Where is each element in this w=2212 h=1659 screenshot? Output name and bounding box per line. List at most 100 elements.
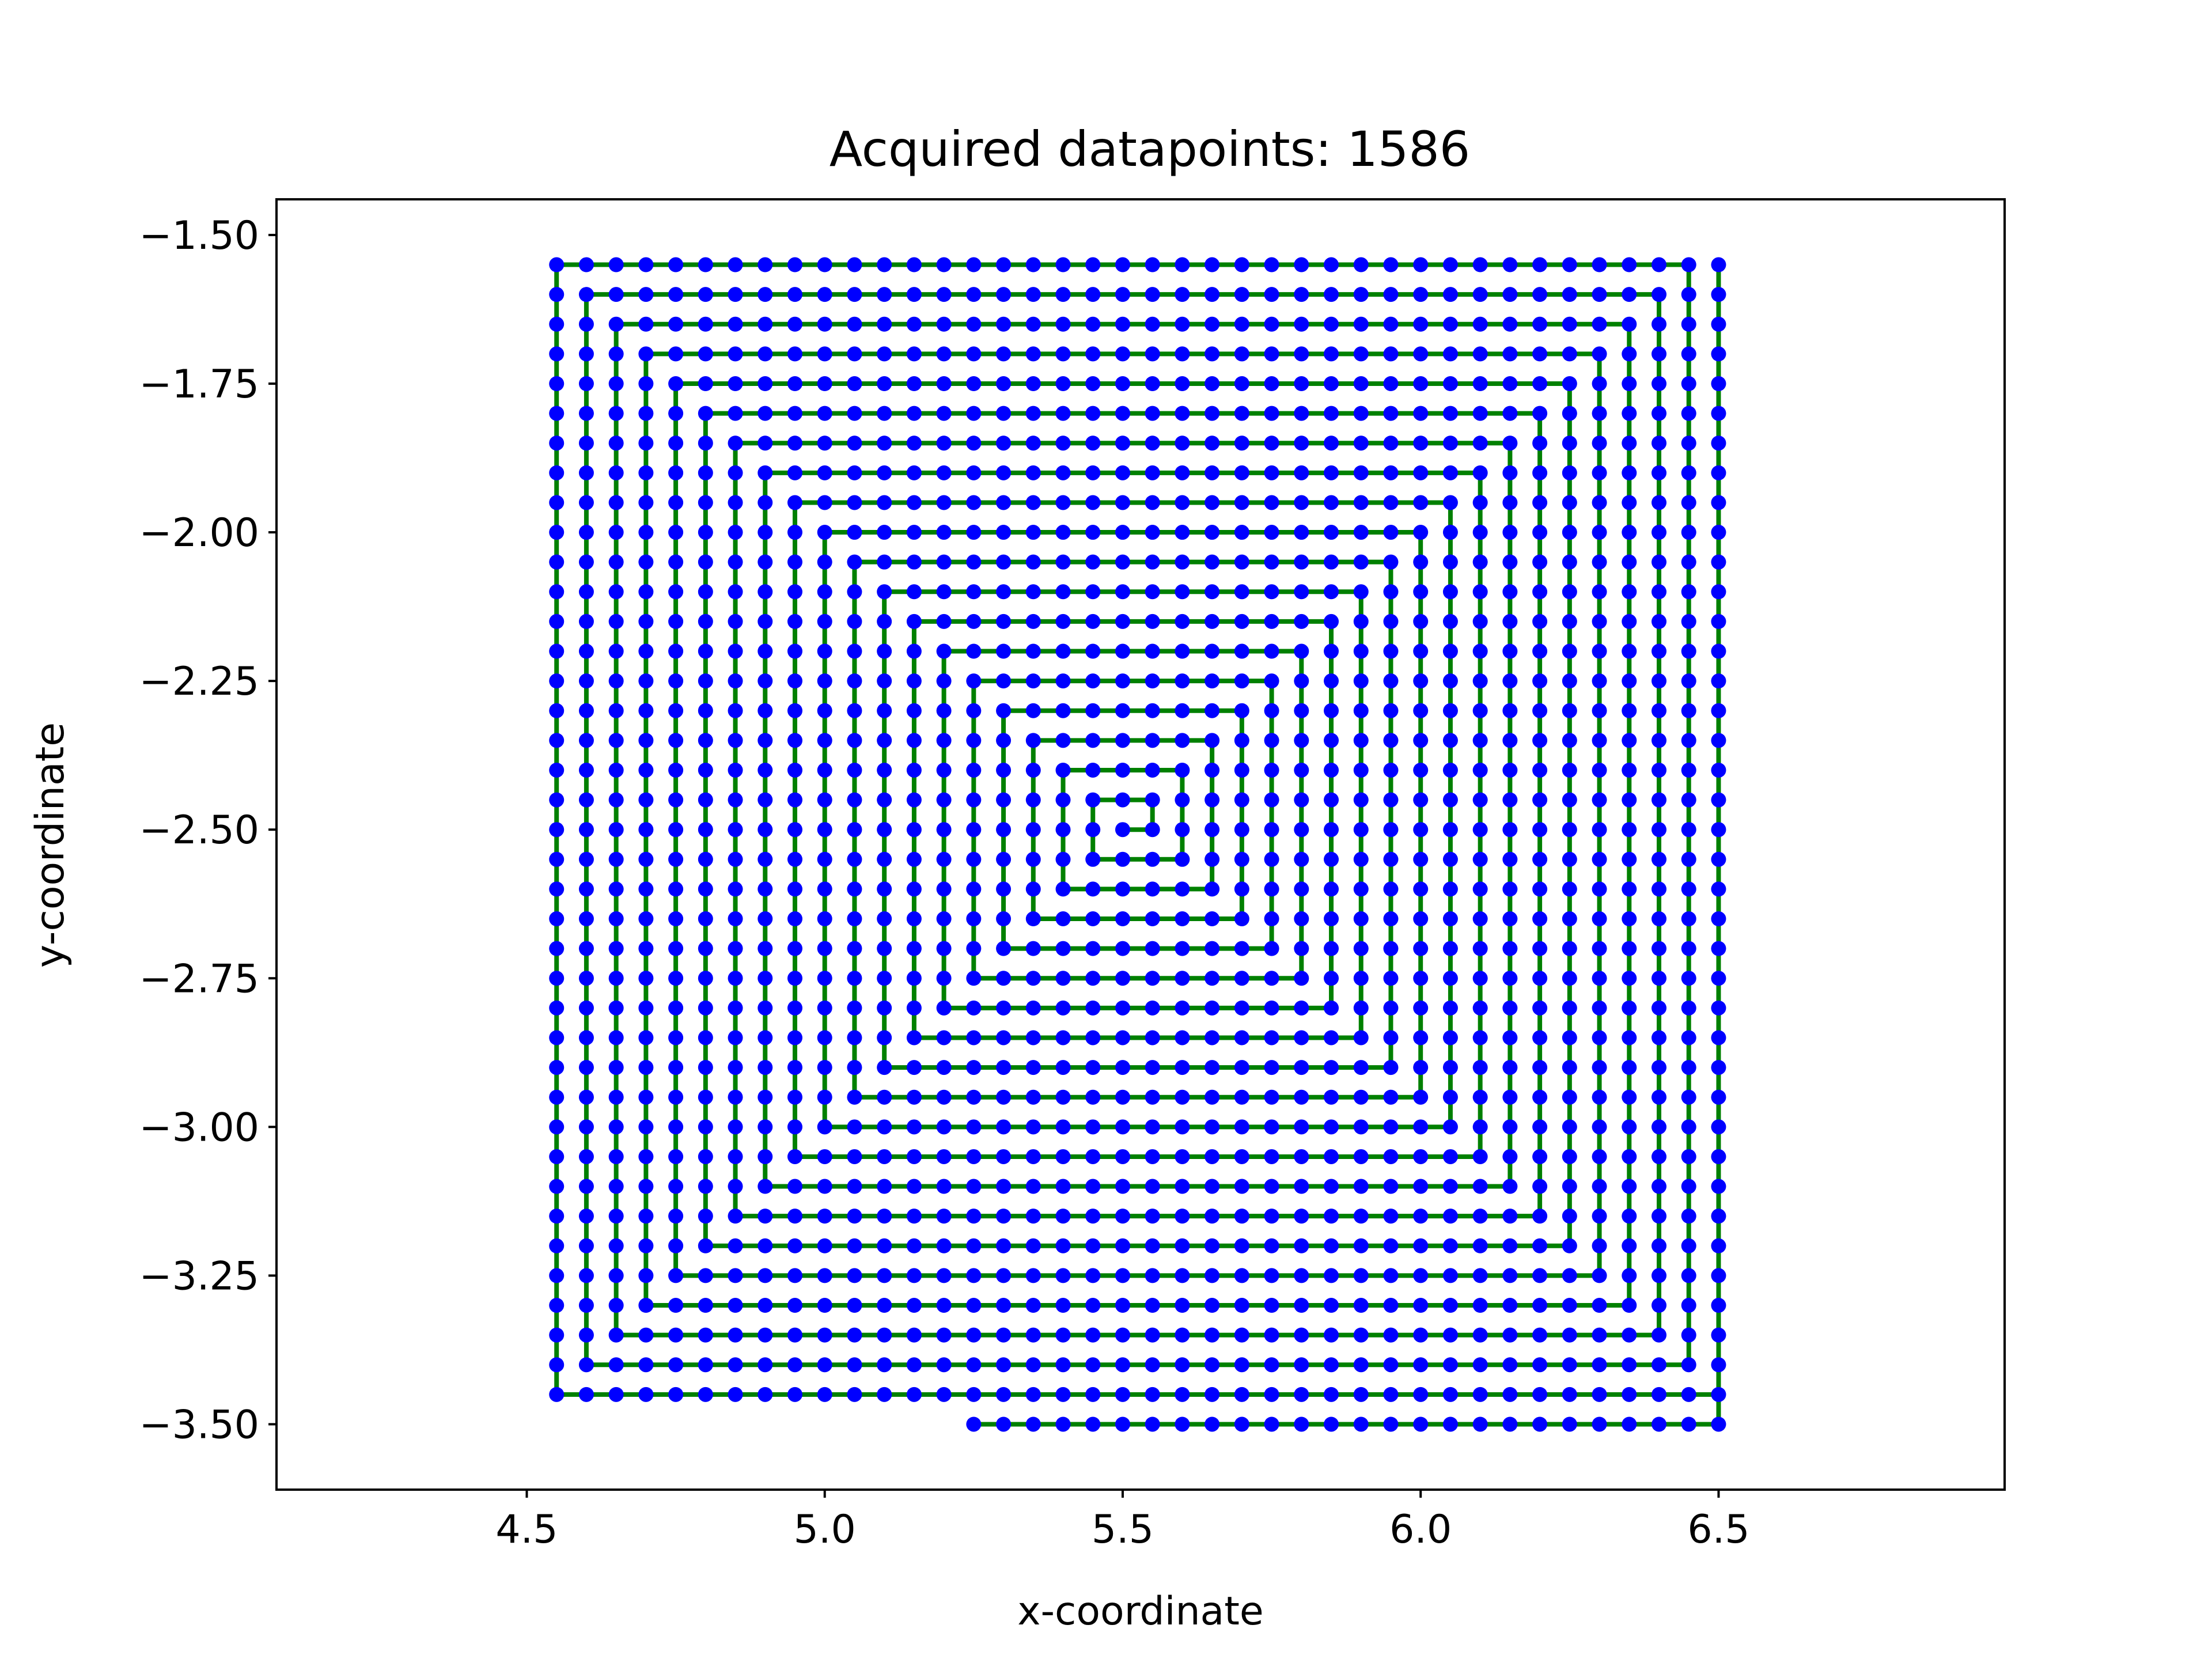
datapoint-marker bbox=[1472, 762, 1488, 778]
datapoint-marker bbox=[757, 643, 773, 659]
datapoint-marker bbox=[817, 316, 832, 332]
datapoint-marker bbox=[549, 257, 565, 272]
datapoint-marker bbox=[1115, 525, 1130, 540]
datapoint-marker bbox=[1562, 1387, 1577, 1402]
datapoint-marker bbox=[1025, 1357, 1041, 1373]
datapoint-marker bbox=[1383, 406, 1399, 421]
datapoint-marker bbox=[1324, 762, 1339, 778]
datapoint-marker bbox=[787, 1179, 802, 1194]
datapoint-marker bbox=[877, 406, 892, 421]
y-axis: −1.50−1.75−2.00−2.25−2.50−2.75−3.00−3.25… bbox=[139, 213, 276, 1448]
datapoint-marker bbox=[668, 1209, 684, 1224]
datapoint-marker bbox=[1652, 851, 1666, 867]
datapoint-marker bbox=[1383, 584, 1399, 600]
datapoint-marker bbox=[1562, 1060, 1577, 1075]
datapoint-marker bbox=[1592, 971, 1607, 986]
datapoint-marker bbox=[847, 1387, 862, 1402]
datapoint-marker bbox=[1025, 673, 1041, 689]
datapoint-marker bbox=[1055, 673, 1071, 689]
datapoint-marker bbox=[698, 851, 713, 867]
datapoint-marker bbox=[608, 822, 624, 838]
datapoint-marker bbox=[1085, 1268, 1101, 1283]
datapoint-marker bbox=[1502, 733, 1518, 748]
datapoint-marker bbox=[817, 703, 832, 718]
datapoint-marker bbox=[1145, 1000, 1160, 1016]
datapoint-marker bbox=[1442, 1416, 1458, 1432]
datapoint-marker bbox=[757, 495, 773, 510]
datapoint-marker bbox=[728, 525, 743, 540]
datapoint-marker bbox=[1175, 376, 1190, 391]
datapoint-marker bbox=[1025, 613, 1041, 629]
datapoint-marker bbox=[1264, 316, 1279, 332]
datapoint-marker bbox=[936, 971, 952, 986]
datapoint-marker bbox=[1562, 1149, 1577, 1164]
datapoint-marker bbox=[877, 1119, 892, 1135]
datapoint-marker bbox=[757, 1298, 773, 1313]
datapoint-marker bbox=[1562, 554, 1577, 570]
datapoint-marker bbox=[787, 881, 802, 897]
datapoint-marker bbox=[1205, 851, 1220, 867]
datapoint-marker bbox=[757, 762, 773, 778]
datapoint-marker bbox=[1562, 1119, 1577, 1135]
datapoint-marker bbox=[1502, 1149, 1518, 1164]
datapoint-marker bbox=[936, 287, 952, 302]
datapoint-marker bbox=[1085, 1238, 1101, 1253]
datapoint-marker bbox=[1413, 1179, 1429, 1194]
datapoint-marker bbox=[1145, 792, 1160, 808]
datapoint-marker bbox=[1472, 1030, 1488, 1046]
datapoint-marker bbox=[668, 613, 684, 629]
datapoint-marker bbox=[1055, 1387, 1071, 1402]
datapoint-marker bbox=[787, 1238, 802, 1253]
datapoint-marker bbox=[996, 1030, 1012, 1046]
datapoint-marker bbox=[1652, 911, 1666, 927]
datapoint-marker bbox=[1413, 1357, 1429, 1373]
datapoint-marker bbox=[608, 465, 624, 480]
datapoint-marker bbox=[877, 703, 892, 718]
datapoint-marker bbox=[1652, 881, 1666, 897]
datapoint-marker bbox=[1324, 1030, 1339, 1046]
datapoint-marker bbox=[549, 287, 565, 302]
datapoint-marker bbox=[966, 703, 982, 718]
datapoint-marker bbox=[1025, 1179, 1041, 1194]
datapoint-marker bbox=[1562, 1209, 1577, 1224]
datapoint-marker bbox=[996, 406, 1012, 421]
datapoint-marker bbox=[1145, 703, 1160, 718]
datapoint-marker bbox=[1175, 525, 1190, 540]
datapoint-marker bbox=[1472, 1327, 1488, 1343]
datapoint-marker bbox=[1025, 1327, 1041, 1343]
datapoint-marker bbox=[1115, 822, 1130, 838]
datapoint-marker bbox=[877, 911, 892, 927]
datapoint-marker bbox=[1532, 1416, 1548, 1432]
datapoint-marker bbox=[1562, 881, 1577, 897]
datapoint-marker bbox=[638, 1238, 654, 1253]
datapoint-marker bbox=[638, 971, 654, 986]
datapoint-marker bbox=[1502, 435, 1518, 451]
datapoint-marker bbox=[1205, 1209, 1220, 1224]
datapoint-marker bbox=[996, 792, 1012, 808]
datapoint-marker bbox=[1502, 1060, 1518, 1075]
datapoint-marker bbox=[698, 376, 713, 391]
datapoint-marker bbox=[1622, 316, 1637, 332]
datapoint-marker bbox=[1532, 881, 1548, 897]
datapoint-marker bbox=[549, 881, 565, 897]
datapoint-marker bbox=[936, 1327, 952, 1343]
datapoint-marker bbox=[1205, 1357, 1220, 1373]
datapoint-marker bbox=[728, 1387, 743, 1402]
datapoint-marker bbox=[638, 1030, 654, 1046]
datapoint-marker bbox=[1205, 1000, 1220, 1016]
datapoint-marker bbox=[728, 257, 743, 272]
datapoint-marker bbox=[1294, 346, 1309, 362]
datapoint-marker bbox=[996, 287, 1012, 302]
datapoint-marker bbox=[1085, 376, 1101, 391]
datapoint-marker bbox=[1502, 1030, 1518, 1046]
datapoint-marker bbox=[1622, 287, 1637, 302]
datapoint-marker bbox=[1383, 792, 1399, 808]
datapoint-marker bbox=[578, 1089, 594, 1105]
datapoint-marker bbox=[877, 495, 892, 510]
datapoint-marker bbox=[966, 733, 982, 748]
datapoint-marker bbox=[1085, 257, 1101, 272]
datapoint-marker bbox=[698, 1387, 713, 1402]
datapoint-marker bbox=[1652, 733, 1666, 748]
datapoint-marker bbox=[608, 406, 624, 421]
datapoint-marker bbox=[1205, 822, 1220, 838]
